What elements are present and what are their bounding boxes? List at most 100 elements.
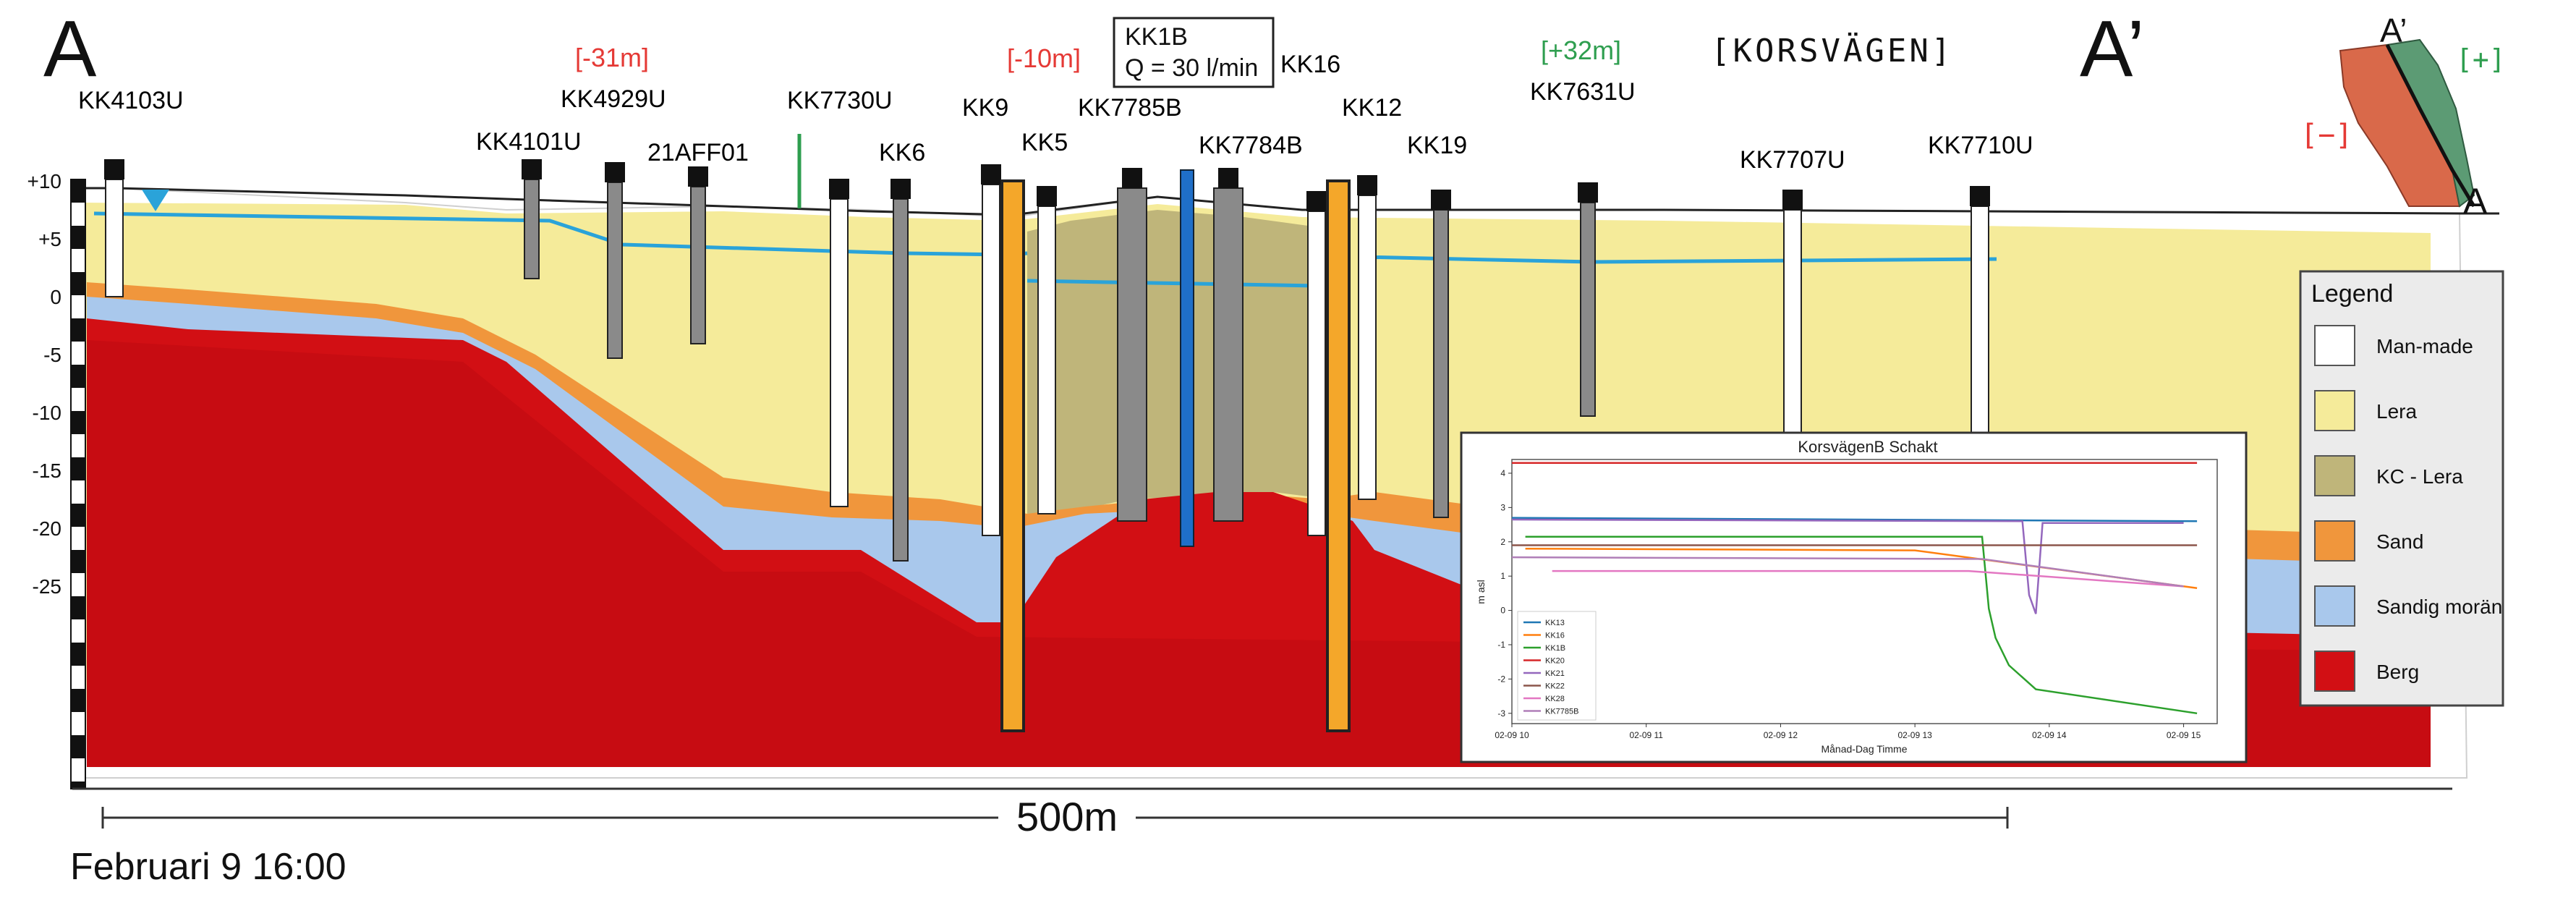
- elevation-bar-segment: [71, 781, 85, 789]
- x-tick-label: 02-09 14: [2032, 730, 2067, 740]
- well-label: KK7730U: [787, 87, 893, 114]
- well-pipe: [105, 179, 124, 297]
- offset-label: [+32m]: [1541, 35, 1621, 65]
- well-label: KK7784B: [1199, 132, 1303, 159]
- well-label: KK7710U: [1928, 132, 2033, 159]
- wells: [104, 159, 1990, 562]
- elevation-tick-label: +5: [38, 228, 61, 250]
- inset-chart-legend: KK13 KK16 KK1B KK20 KK21 KK22 KK28 KK7785B: [1517, 611, 1597, 721]
- well-cap: [104, 159, 124, 179]
- inset-map-minus-label: [−]: [2300, 119, 2352, 152]
- well-pipe: [690, 186, 706, 344]
- elevation-bar: [70, 179, 86, 789]
- inset-map: A’ A [+] [−]: [2300, 12, 2506, 221]
- elevation-tick-label: +10: [27, 170, 62, 192]
- elevation-bar-segment: [71, 550, 85, 573]
- inset-chart-legend-label: KK28: [1545, 695, 1565, 703]
- well-labels: KK4103U KK4101U KK4929U 21AFF01 KK7730U …: [78, 51, 2033, 174]
- inset-chart-lines: [1511, 462, 2198, 715]
- well-cap: [1970, 186, 1990, 206]
- well-pipe: [1213, 187, 1244, 522]
- legend-swatch: [2314, 390, 2355, 431]
- well-cap: [1357, 175, 1377, 195]
- section-end-label: A’: [2080, 4, 2145, 93]
- well-pipe: [1117, 187, 1147, 522]
- elevation-bar-segment: [71, 179, 85, 203]
- offset-label: [-10m]: [1007, 43, 1081, 73]
- well-label: KK4103U: [78, 87, 184, 114]
- well-cap: [688, 166, 708, 187]
- inset-map-section-line: [2385, 43, 2476, 208]
- well-label: KK7631U: [1530, 78, 1636, 106]
- legend-item-label: Man-made: [2376, 335, 2473, 357]
- orange-pile-left: [1000, 179, 1025, 732]
- well-pipe: [524, 179, 540, 279]
- inset-chart-legend-label: KK7785B: [1545, 708, 1578, 716]
- series-line-kk28: [1552, 569, 2184, 588]
- well-label: KK7785B: [1078, 94, 1182, 122]
- elevation-tick-label: -25: [33, 575, 61, 598]
- inset-map-bottom-label: A: [2463, 181, 2488, 221]
- well-label: KK5: [1021, 129, 1068, 156]
- y-tick-label: 2: [1500, 537, 1505, 547]
- legend-items: Man-made Lera KC - Lera Sand Sandig morän Ber…: [2314, 325, 2502, 692]
- legend-item-label: Sandig morän: [2376, 596, 2502, 618]
- elevation-bar-segment: [71, 272, 85, 295]
- inset-chart-legend-label: KK22: [1545, 682, 1565, 691]
- y-tick-label: -2: [1497, 674, 1505, 684]
- elevation-bar-segment: [71, 226, 85, 249]
- pumping-info-box: KK1B Q = 30 l/min: [1113, 17, 1275, 88]
- legend-title: Legend: [2311, 280, 2393, 308]
- well-cap: [981, 164, 1001, 185]
- well-cap: [1431, 190, 1451, 210]
- legend-item-label: Lera: [2376, 400, 2417, 423]
- well-label: KK12: [1342, 94, 1402, 122]
- inset-map-top-label: A’: [2380, 12, 2407, 49]
- y-tick-label: 0: [1500, 606, 1505, 616]
- inset-chart-ylabel: m asl: [1475, 580, 1487, 603]
- well-cap: [1122, 168, 1142, 188]
- x-tick-label: 02-09 12: [1764, 730, 1798, 740]
- inset-chart-legend-label: KK16: [1545, 632, 1565, 640]
- y-tick-label: 3: [1500, 502, 1505, 512]
- well-cap: [1037, 186, 1057, 206]
- elevation-ticks: +10 +5 0 -5 -10 -15 -20 -25: [27, 170, 62, 598]
- section-start-label: A: [43, 4, 97, 93]
- well-pipe: [607, 182, 623, 359]
- pumping-well-kk1b: [1180, 169, 1194, 547]
- series-line-kk21: [1511, 518, 2184, 614]
- legend-swatch: [2314, 651, 2355, 692]
- street-label: [KORSVÄGEN]: [1711, 32, 1953, 69]
- inset-chart-plot-area: [1511, 459, 2218, 724]
- well-label: KK9: [962, 94, 1008, 122]
- inset-chart-ticks: 02-09 10 02-09 11 02-09 12 02-09 13 02-09 14…: [1495, 468, 2201, 740]
- well-label: KK16: [1280, 51, 1340, 78]
- well-label: KK19: [1407, 132, 1467, 159]
- well-cap: [605, 162, 625, 182]
- well-cap: [1782, 190, 1803, 210]
- x-tick-label: 02-09 11: [1629, 730, 1663, 740]
- elevation-bar-segment: [71, 735, 85, 758]
- well-label: KK6: [879, 139, 925, 166]
- scale-label: 500m: [1016, 794, 1118, 839]
- elevation-bar-segment: [71, 457, 85, 480]
- scale-bar: 500m: [101, 794, 2009, 839]
- ground-surface-line: [80, 187, 2460, 216]
- elevation-bar-segment: [71, 365, 85, 388]
- well-cap: [1218, 168, 1238, 188]
- legend-item-label: Sand: [2376, 530, 2423, 553]
- elevation-bar-segment: [71, 689, 85, 712]
- groundwater-level-2: [1026, 279, 1317, 288]
- inset-chart: KorsvägenB Schakt m asl Månad-Dag Timme …: [1460, 431, 2248, 763]
- series-line-kk13: [1511, 517, 2198, 522]
- groundwater-marker-icon: [142, 190, 169, 211]
- elevation-bar-segment: [71, 504, 85, 527]
- legend-swatch: [2314, 585, 2355, 627]
- well-pipe: [1580, 202, 1596, 417]
- well-cap: [890, 179, 911, 199]
- inset-chart-legend-label: KK13: [1545, 619, 1565, 627]
- inset-chart-title: KorsvägenB Schakt: [1798, 438, 1937, 456]
- timestamp: Februari 9 16:00: [70, 846, 347, 888]
- well-pipe: [1433, 209, 1449, 518]
